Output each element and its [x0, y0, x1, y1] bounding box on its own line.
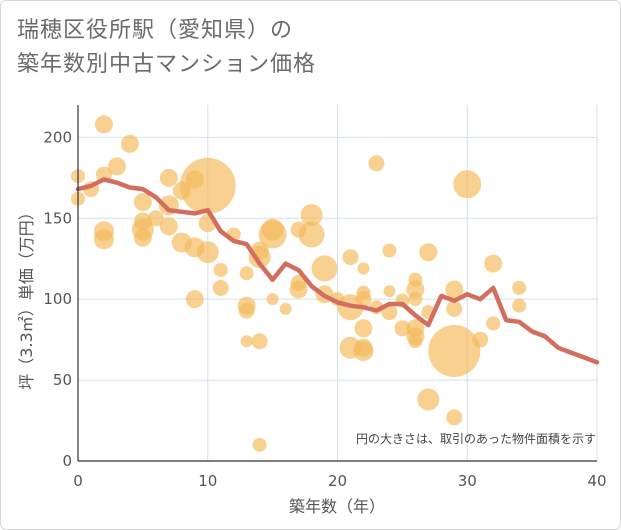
data-bubble: [353, 340, 374, 361]
axes: [77, 105, 597, 462]
data-bubble: [368, 155, 385, 172]
data-bubble: [196, 241, 219, 264]
data-bubble: [251, 333, 268, 350]
data-bubble: [147, 210, 164, 227]
data-bubble: [472, 331, 489, 348]
data-bubble: [240, 335, 253, 348]
chart-title-line-1: 瑞穂区役所駅（愛知県）の: [17, 18, 294, 43]
data-bubble: [417, 388, 440, 411]
y-tick-label: 200: [43, 128, 72, 146]
data-bubble: [453, 170, 482, 199]
data-bubble: [342, 249, 359, 266]
data-bubble: [382, 243, 397, 258]
y-axis-title: 坪（3.3㎡）単価（万円）: [17, 204, 36, 389]
x-tick-label: 20: [328, 472, 347, 490]
data-bubble: [213, 263, 228, 278]
data-bubble: [512, 280, 527, 295]
data-bubble: [258, 220, 287, 249]
data-bubble: [445, 280, 464, 299]
data-bubble: [93, 229, 114, 250]
data-bubble: [512, 298, 527, 313]
x-tick-label: 30: [458, 472, 477, 490]
data-bubble: [266, 293, 279, 306]
data-bubble: [238, 302, 255, 319]
x-tick-label: 40: [587, 472, 606, 490]
data-bubble: [298, 221, 325, 248]
data-bubble: [446, 409, 463, 426]
bubble-layer: [71, 115, 527, 452]
y-tick-label: 150: [43, 209, 72, 227]
grid-lines: [78, 105, 598, 461]
size-note: 円の大きさは、取引のあった物件面積を示す: [356, 431, 596, 446]
data-bubble: [179, 157, 236, 214]
data-bubble: [120, 134, 139, 153]
data-bubble: [300, 204, 323, 227]
x-tick-label: 0: [73, 472, 83, 490]
data-bubble: [484, 254, 503, 273]
data-bubble: [239, 266, 254, 281]
data-bubble: [279, 302, 292, 315]
data-bubble: [419, 243, 438, 262]
data-bubble: [446, 300, 463, 317]
data-bubble: [383, 285, 396, 298]
chart-title: 瑞穂区役所駅（愛知県）の 築年数別中古マンション価格: [17, 14, 316, 82]
data-bubble: [408, 334, 423, 349]
data-bubble: [185, 290, 204, 309]
chart-title-line-2: 築年数別中古マンション価格: [17, 52, 317, 77]
data-bubble: [289, 280, 308, 299]
data-bubble: [252, 437, 267, 452]
data-bubble: [212, 279, 229, 296]
data-bubble: [354, 319, 373, 338]
data-bubble: [94, 115, 113, 134]
data-bubble: [408, 292, 423, 307]
x-tick-label: 10: [198, 472, 217, 490]
y-tick-label: 50: [53, 371, 72, 389]
data-bubble: [357, 262, 370, 275]
data-bubble: [311, 255, 338, 282]
data-bubble: [355, 291, 372, 308]
average-price-line: [75, 177, 600, 365]
trend-line-layer: [75, 177, 600, 365]
data-bubble: [133, 228, 152, 247]
tick-labels: 0 10 20 30 40 0 50 100 150 200: [43, 128, 606, 490]
data-bubble: [486, 316, 501, 331]
x-axis-title: 築年数（年）: [289, 497, 385, 516]
y-tick-label: 0: [62, 452, 72, 470]
data-bubble: [428, 324, 481, 377]
y-tick-label: 100: [43, 290, 72, 308]
data-bubble: [159, 217, 178, 236]
data-bubble: [107, 157, 126, 176]
data-bubble: [394, 320, 411, 337]
data-bubble: [159, 168, 178, 187]
data-bubble: [133, 193, 152, 212]
